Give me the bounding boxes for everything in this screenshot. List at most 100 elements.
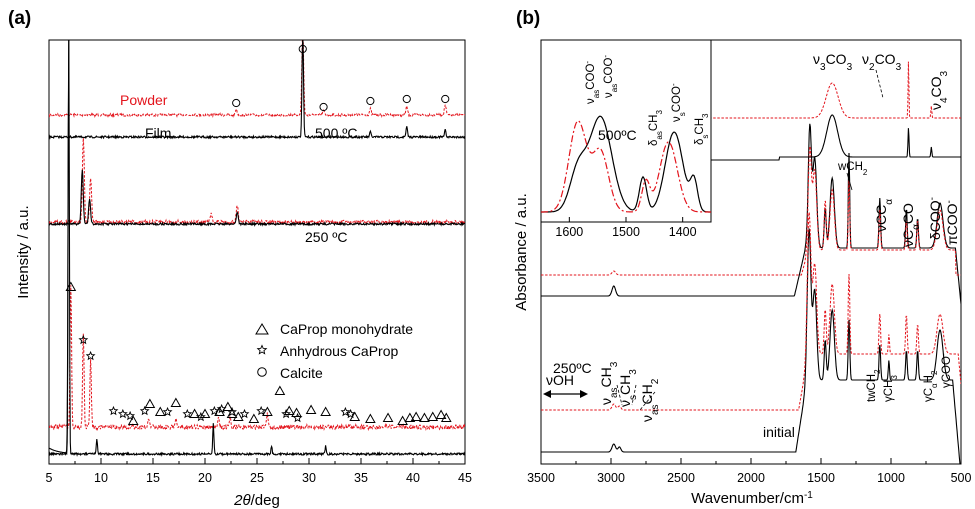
monohydrate-marker — [291, 407, 302, 417]
a-tick-label-25: 25 — [250, 471, 264, 485]
label-gcoo: γCOO- — [939, 353, 954, 388]
label-v3co3: ν3CO3 — [813, 51, 853, 73]
panel-a-y-title: Intensity / a.u. — [15, 205, 32, 298]
monohydrate-marker — [170, 397, 182, 407]
label-v2co3: ν2CO3 — [862, 51, 902, 73]
label-dcoo: δCOO- — [927, 197, 944, 240]
legend-monohydrate: CaProp monohydrate — [280, 321, 413, 337]
anhydrous-marker — [182, 408, 193, 419]
inset-tick-label-1500: 1500 — [612, 225, 640, 239]
anhydrous-marker — [117, 408, 128, 419]
a-tick-label-15: 15 — [146, 471, 160, 485]
anhydrous-marker — [239, 408, 250, 419]
b-tick-label-2500: 2500 — [667, 471, 695, 485]
monohydrate-marker — [262, 406, 273, 416]
monohydrate-marker — [127, 415, 139, 425]
anhydrous-marker — [85, 350, 96, 361]
monohydrate-marker — [435, 409, 447, 419]
monohydrate-marker — [214, 406, 225, 416]
monohydrate-marker — [154, 406, 166, 416]
label-powder: Powder — [120, 92, 168, 108]
a-tick-label-10: 10 — [94, 471, 108, 485]
a-tick-label-20: 20 — [198, 471, 212, 485]
label-picoo: πCOO- — [944, 200, 961, 245]
panel-b-x-title: Wavenumber/cm-1 — [691, 490, 813, 508]
label-250c: 250 ºC — [305, 229, 347, 245]
label-vasch2: νasCH2 — [639, 378, 661, 422]
curve-powder-500 — [49, 40, 465, 119]
legend-calcite: Calcite — [280, 365, 323, 381]
label-vcca: νCCα — [873, 199, 895, 232]
monohydrate-marker — [144, 398, 156, 408]
curve-initial-black — [541, 228, 961, 464]
legend-anhydrous: Anhydrous CaProp — [280, 343, 399, 359]
monohydrate-marker — [189, 408, 200, 418]
panel-a-markers — [65, 44, 452, 425]
a-tick-label-35: 35 — [354, 471, 368, 485]
label-500c: 500 ºC — [315, 125, 357, 141]
curve-250-red — [541, 146, 961, 276]
label-initial: initial — [763, 424, 795, 440]
monohydrate-marker — [199, 408, 211, 418]
curve-250-black — [541, 123, 961, 305]
anhydrous-marker — [340, 406, 351, 417]
monohydrate-marker — [226, 408, 238, 418]
panel-a-x-ticks: 5 10 15 20 25 30 35 40 45 — [46, 458, 472, 485]
calcite-marker — [402, 94, 411, 104]
monohydrate-marker — [440, 412, 452, 422]
inset-tick-label-1400: 1400 — [669, 225, 697, 239]
calcite-marker — [319, 102, 328, 112]
monohydrate-marker — [349, 411, 361, 421]
a-tick-label-5: 5 — [46, 471, 53, 485]
label-500c-b: 500ºC — [598, 127, 637, 143]
label-v4co3: ν4CO3 — [928, 70, 950, 110]
monohydrate-marker — [419, 412, 430, 422]
monohydrate-marker — [365, 413, 376, 423]
anhydrous-marker — [108, 405, 119, 416]
a-tick-label-30: 30 — [302, 471, 316, 485]
monohydrate-marker — [305, 404, 317, 414]
legend-marker-triangle — [255, 323, 269, 335]
b-tick-label-1500: 1500 — [807, 471, 835, 485]
panel-a-label: (a) — [8, 8, 31, 29]
monohydrate-marker — [248, 413, 260, 423]
inset-curve-black — [541, 115, 711, 213]
b-tick-label-500: 500 — [951, 471, 972, 485]
monohydrate-marker — [65, 281, 77, 291]
panel-a-frame — [48, 39, 466, 465]
anhydrous-marker — [209, 405, 220, 416]
calcite-marker — [441, 94, 450, 104]
label-vcaco: νCαCO — [900, 203, 922, 247]
calcite-marker — [366, 96, 375, 106]
monohydrate-marker — [382, 412, 394, 422]
inset-curves — [541, 115, 711, 213]
monohydrate-marker — [222, 401, 234, 411]
anhydrous-marker — [345, 408, 356, 419]
calcite-marker — [232, 98, 241, 108]
b-tick-label-2000: 2000 — [737, 471, 765, 485]
monohydrate-marker — [274, 385, 286, 395]
monohydrate-marker — [404, 412, 416, 422]
monohydrate-marker — [320, 406, 331, 416]
inset: 1600 1500 1400 νasCOO- νasCOO- δasCH3 νsCO… — [540, 39, 712, 239]
anhydrous-marker — [139, 405, 150, 416]
panel-a-x-title: 2θ/deg — [233, 492, 280, 509]
label-twch2: twCH2 — [866, 369, 882, 402]
b-tick-label-3000: 3000 — [597, 471, 625, 485]
monohydrate-marker — [397, 415, 408, 425]
label-wch2: wCH2 — [837, 161, 868, 177]
anhydrous-marker — [162, 406, 173, 417]
panel-b-x-ticks: 3500 3000 2500 2000 1500 1000 500 — [527, 458, 971, 485]
monohydrate-marker — [427, 411, 439, 421]
curve-powder-250 — [49, 138, 465, 226]
calcite-marker — [298, 44, 307, 54]
label-film: Film — [145, 125, 171, 141]
legend: CaProp monohydrate Anhydrous CaProp Calc… — [255, 321, 413, 381]
legend-marker-circle — [257, 367, 267, 377]
a-tick-label-45: 45 — [458, 471, 472, 485]
anhydrous-marker — [78, 334, 89, 345]
panel-a: (a) 5 10 15 20 25 30 35 40 45 2θ/deg Intensity /… — [8, 8, 472, 509]
b-tick-label-1000: 1000 — [877, 471, 905, 485]
inset-tick-label-1600: 1600 — [555, 225, 583, 239]
